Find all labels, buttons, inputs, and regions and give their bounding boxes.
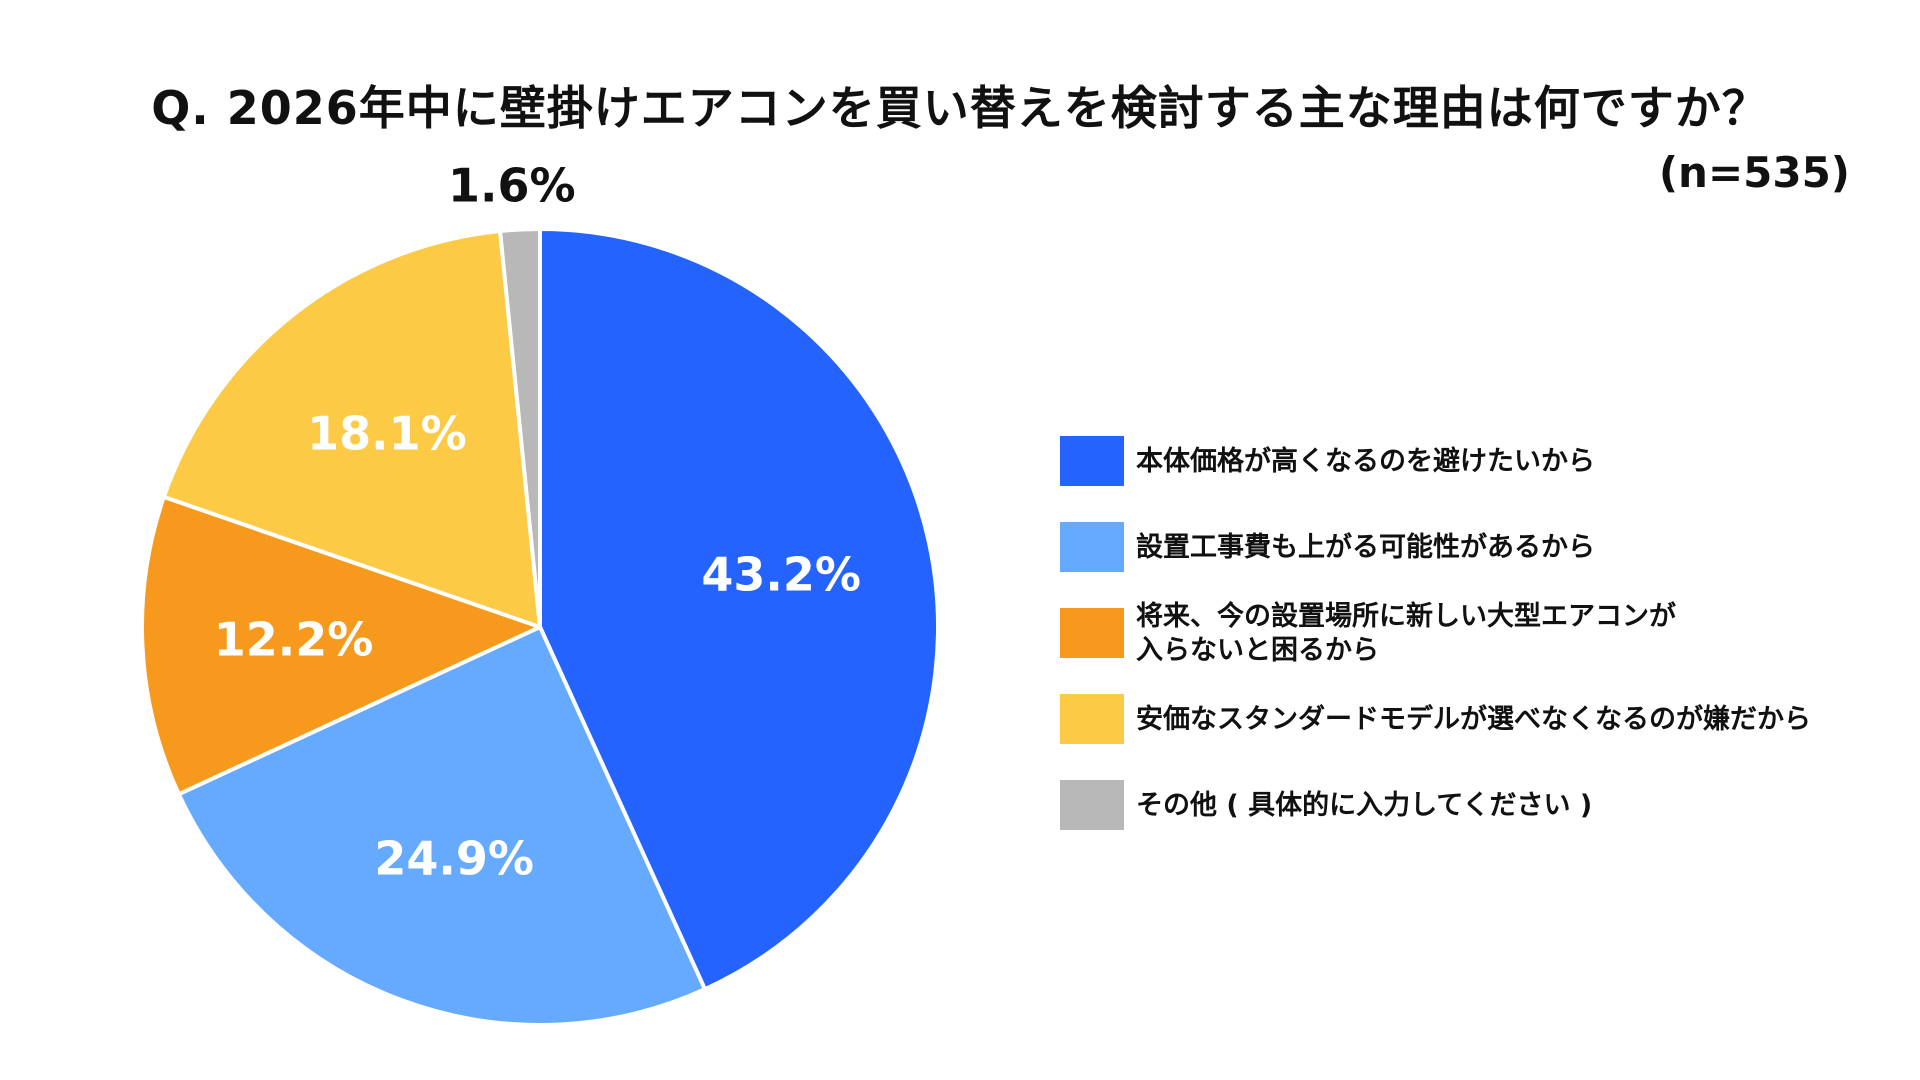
legend-swatch bbox=[1060, 780, 1124, 830]
legend-label: その他 ( 具体的に入力してください ) bbox=[1136, 790, 1593, 821]
slice-value-label: 1.6% bbox=[448, 159, 576, 213]
legend-item: 設置工事費も上がる可能性があるから bbox=[1060, 522, 1880, 574]
slice-value-label: 18.1% bbox=[307, 406, 467, 460]
legend-label: 安価なスタンダードモデルが選べなくなるのが嫌だから bbox=[1136, 704, 1811, 735]
legend-item: 本体価格が高くなるのを避けたいから bbox=[1060, 436, 1880, 488]
sample-size: (n=535) bbox=[1658, 148, 1850, 197]
legend-swatch bbox=[1060, 694, 1124, 744]
legend-item: 将来、今の設置場所に新しい大型エアコンが 入らないと困るから bbox=[1060, 601, 1880, 666]
slice-value-label: 24.9% bbox=[374, 831, 534, 885]
pie-slice bbox=[498, 227, 542, 629]
slice-value-label: 43.2% bbox=[701, 548, 861, 602]
pie-slice bbox=[538, 227, 940, 992]
legend-label: 設置工事費も上がる可能性があるから bbox=[1136, 532, 1595, 563]
legend-label: 将来、今の設置場所に新しい大型エアコンが 入らないと困るから bbox=[1136, 601, 1676, 666]
legend-item: その他 ( 具体的に入力してください ) bbox=[1060, 780, 1880, 832]
pie-slice bbox=[176, 625, 707, 1027]
legend-label: 本体価格が高くなるのを避けたいから bbox=[1136, 446, 1595, 477]
pie-slice bbox=[161, 229, 542, 629]
legend-swatch bbox=[1060, 436, 1124, 486]
slice-value-label: 12.2% bbox=[214, 612, 374, 666]
legend-item: 安価なスタンダードモデルが選べなくなるのが嫌だから bbox=[1060, 694, 1880, 746]
legend-swatch bbox=[1060, 522, 1124, 572]
legend-swatch bbox=[1060, 608, 1124, 658]
chart-title: Q. 2026年中に壁掛けエアコンを買い替えを検討する主な理由は何ですか？ bbox=[151, 81, 1769, 135]
pie-slice bbox=[140, 494, 542, 797]
